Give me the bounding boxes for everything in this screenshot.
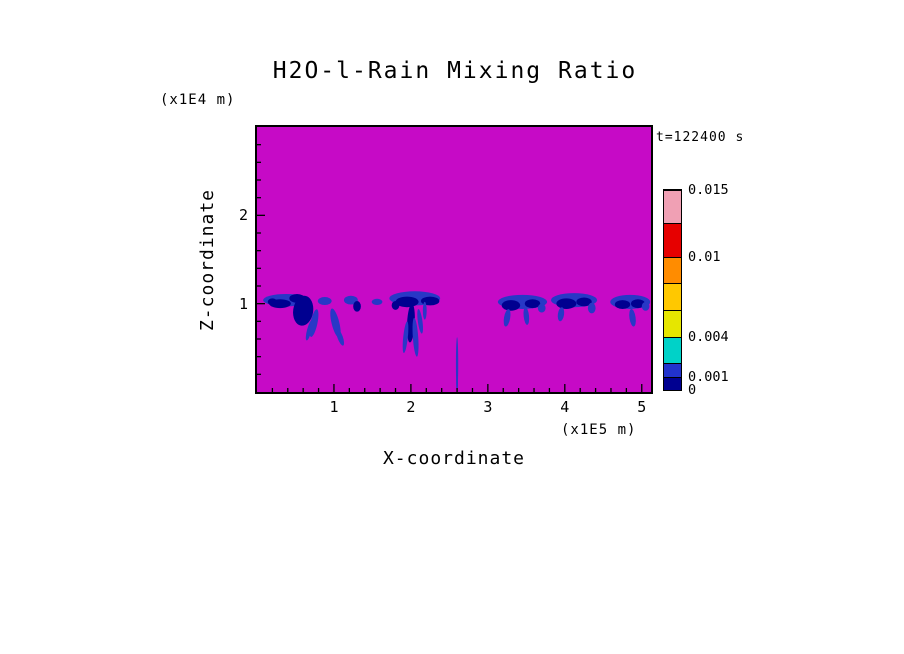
colorbar-segment (664, 336, 681, 364)
colorbar-value-label: 0.001 (688, 368, 729, 385)
colorbar-segment (664, 256, 681, 284)
colorbar-segment (664, 223, 681, 257)
colorbar-segment (664, 283, 681, 310)
x-tick-label: 4 (560, 398, 570, 416)
x-axis-units-label: (x1E5 m) (561, 422, 637, 438)
colorbar-segment (664, 190, 681, 224)
colorbar-segment (664, 310, 681, 337)
z-tick-label: 2 (238, 206, 248, 225)
colorbar (663, 189, 682, 391)
heatmap-canvas (257, 127, 651, 392)
x-tick-label: 1 (329, 398, 339, 416)
colorbar-value-label: 0 (688, 382, 697, 398)
x-axis-title: X-coordinate (382, 448, 526, 469)
x-tick-label: 2 (406, 398, 416, 416)
plot-frame (255, 125, 653, 394)
y-axis-units-label: (x1E4 m) (160, 92, 236, 108)
chart-title: H2O-l-Rain Mixing Ratio (272, 58, 638, 84)
z-tick-label: 1 (238, 294, 248, 313)
x-tick-label: 5 (637, 398, 647, 416)
colorbar-segment (664, 376, 681, 390)
x-tick-label: 3 (483, 398, 493, 416)
colorbar-segment (664, 363, 681, 377)
colorbar-value-label: 0.015 (688, 182, 729, 198)
time-stamp-label: t=122400 s (656, 130, 745, 145)
z-axis-title: Z-coordinate (197, 188, 218, 332)
colorbar-value-label: 0.01 (688, 248, 721, 265)
colorbar-value-label: 0.004 (688, 328, 729, 345)
